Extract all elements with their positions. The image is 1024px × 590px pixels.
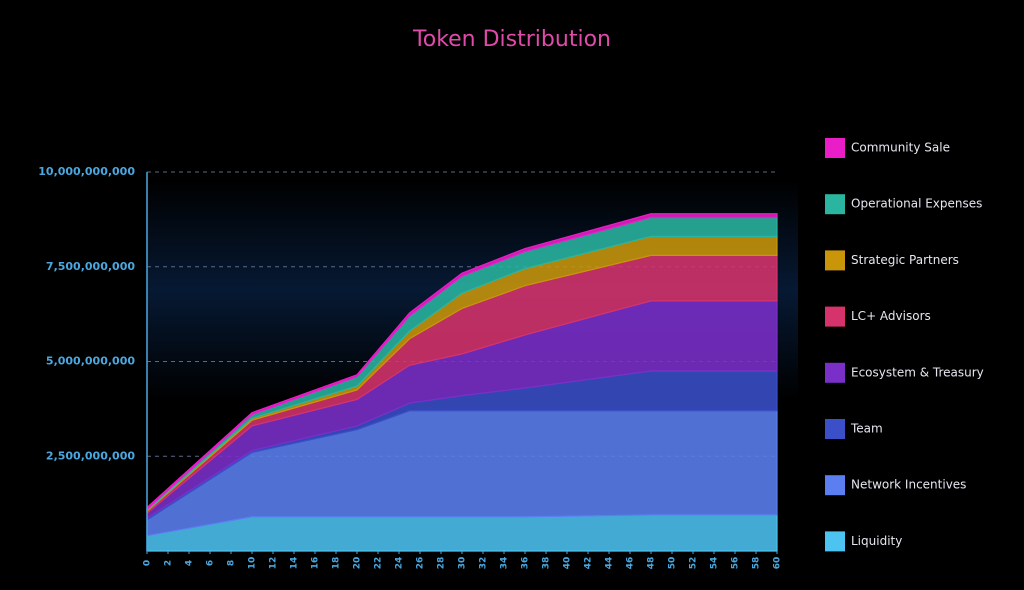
x-tick-label: 8 [227, 560, 237, 566]
x-tick-label: 28 [437, 557, 447, 570]
legend-swatch [825, 419, 845, 439]
x-tick-label: 36 [521, 557, 531, 570]
x-tick-label: 56 [731, 557, 741, 570]
x-tick-label: 60 [773, 557, 783, 570]
x-tick-label: 10 [248, 557, 258, 570]
legend-label: Community Sale [851, 141, 950, 155]
x-tick-label: 48 [647, 557, 657, 570]
axes: 2,500,000,000 5,000,000,000 7,500,000,000 1… [38, 165, 782, 569]
x-tick-label: 32 [479, 557, 489, 570]
x-tick-label: 0 [143, 560, 153, 566]
legend-label: Liquidity [851, 534, 902, 548]
y-tick-label: 2,500,000,000 [46, 449, 135, 462]
areas [146, 213, 778, 552]
x-tick-label: 54 [710, 557, 720, 570]
x-tick-label: 6 [206, 560, 216, 566]
x-tick-label: 14 [290, 557, 300, 570]
x-tick-label: 30 [458, 557, 468, 570]
legend-swatch [825, 250, 845, 271]
x-tick-label: 26 [416, 557, 426, 570]
legend-label: Team [850, 422, 883, 436]
legend: Liquidity Network Incentives Team Ecosystem… [825, 138, 984, 552]
x-tick-label: 4 [185, 560, 195, 566]
x-tick-label: 44 [605, 557, 615, 570]
legend-swatch [825, 138, 845, 158]
legend-swatch [825, 531, 845, 552]
x-tick-label: 38 [542, 557, 552, 570]
x-tick-label: 2 [164, 560, 174, 566]
legend-swatch [825, 475, 845, 496]
x-tick-label: 40 [563, 557, 573, 570]
x-tick-label: 50 [668, 557, 678, 570]
y-tick-label: 10,000,000,000 [38, 165, 135, 178]
legend-label: Network Incentives [851, 478, 966, 492]
y-tick-label: 5,000,000,000 [46, 355, 135, 368]
x-tick-label: 16 [311, 557, 321, 570]
chart-title: Token Distribution [412, 27, 611, 52]
legend-label: Strategic Partners [851, 253, 959, 267]
x-tick-label: 58 [752, 557, 762, 570]
area [146, 213, 778, 511]
x-tick-label: 42 [584, 557, 594, 570]
x-tick-label: 12 [269, 557, 279, 570]
legend-label: Operational Expenses [851, 197, 982, 211]
legend-swatch [825, 362, 845, 383]
legend-label: LC+ Advisors [851, 309, 931, 323]
x-tick-label: 52 [689, 557, 699, 570]
x-tick-label: 34 [500, 557, 510, 570]
x-tick-label: 22 [374, 557, 384, 570]
legend-swatch [825, 306, 845, 327]
legend-label: Ecosystem & Treasury [851, 365, 984, 379]
x-tick-label: 18 [332, 557, 342, 570]
area [146, 514, 778, 552]
legend-swatch [825, 194, 845, 215]
x-tick-label: 20 [353, 557, 363, 570]
x-tick-label: 24 [395, 557, 405, 570]
y-tick-label: 7,500,000,000 [46, 260, 135, 273]
x-tick-label: 46 [626, 557, 636, 570]
